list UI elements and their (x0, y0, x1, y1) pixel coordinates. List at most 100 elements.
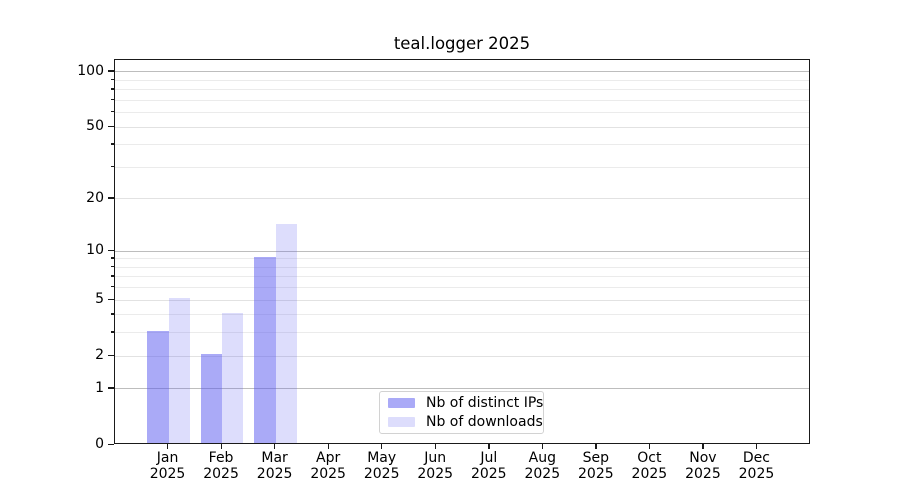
bar-distinct-ips-mar (254, 256, 276, 443)
y-tick (108, 354, 114, 356)
x-tick (327, 444, 329, 449)
legend-label-downloads: Nb of downloads (426, 414, 543, 430)
year-label: 2025 (524, 465, 561, 482)
month-label: May (367, 450, 397, 466)
y-gridline-minor (115, 258, 809, 260)
legend-item-downloads: Nb of downloads (388, 414, 543, 430)
y-gridline (115, 198, 809, 200)
y-minor-tick (111, 165, 114, 168)
x-tick-label-jun: Jun 2025 (404, 450, 466, 482)
x-tick (541, 444, 544, 449)
month-label: Feb (208, 450, 234, 466)
y-gridline (115, 299, 809, 301)
y-minor-tick (111, 78, 114, 81)
y-gridline-minor (115, 79, 809, 81)
y-gridline-minor (115, 314, 809, 316)
legend-swatch-distinct-ips (388, 398, 415, 408)
x-tick-label-sep: Sep 2025 (565, 450, 627, 482)
x-tick (488, 444, 490, 449)
year-label: 2025 (631, 465, 668, 482)
y-tick-label: 2 (95, 347, 104, 364)
y-tick (108, 125, 114, 127)
year-label: 2025 (685, 465, 721, 482)
y-gridline (115, 126, 809, 128)
x-tick (702, 444, 704, 449)
year-label: 2025 (738, 465, 775, 482)
y-minor-tick (111, 286, 114, 288)
y-tick-label: 0 (95, 436, 104, 452)
y-gridline-minor (115, 112, 809, 114)
y-tick-label: 50 (86, 118, 104, 135)
x-tick (648, 444, 651, 449)
legend-label-distinct-ips: Nb of distinct IPs (426, 395, 544, 411)
y-tick-label: 10 (86, 242, 104, 259)
year-label: 2025 (470, 465, 507, 482)
y-tick-label: 100 (77, 62, 104, 79)
x-tick-label-jul: Jul 2025 (458, 450, 520, 482)
y-tick (108, 70, 114, 72)
y-minor-tick (111, 111, 114, 113)
month-label: Sep (582, 450, 610, 466)
year-label: 2025 (363, 465, 400, 482)
y-gridline-minor (115, 287, 809, 289)
year-label: 2025 (149, 465, 186, 482)
chart-title: teal.logger 2025 (393, 34, 531, 53)
month-label: Nov (689, 450, 717, 466)
x-tick-label-jan: Jan 2025 (137, 450, 199, 482)
x-tick-label-may: May 2025 (351, 450, 413, 482)
legend-item-distinct-ips: Nb of distinct IPs (388, 395, 543, 411)
y-gridline-minor (115, 166, 809, 168)
y-minor-tick (111, 98, 114, 101)
x-tick (595, 444, 597, 449)
y-gridline-minor (115, 89, 809, 91)
y-tick (108, 298, 114, 300)
month-label: Jan (156, 450, 179, 466)
y-gridline-minor (115, 144, 809, 146)
month-label: Apr (316, 450, 341, 466)
y-minor-tick (111, 313, 114, 315)
bar-downloads-jan (168, 298, 190, 443)
x-tick-label-dec: Dec 2025 (725, 450, 787, 482)
y-tick (108, 443, 114, 445)
x-tick-label-aug: Aug 2025 (511, 450, 573, 482)
x-tick-label-apr: Apr 2025 (297, 450, 359, 482)
y-tick-label: 5 (95, 291, 104, 308)
y-gridline-minor (115, 266, 809, 268)
y-tick (108, 249, 114, 251)
plot-area (114, 59, 810, 444)
month-label: Jul (480, 450, 498, 466)
x-tick (167, 444, 169, 449)
y-minor-tick (111, 257, 114, 259)
y-gridline-minor (115, 99, 809, 101)
bar-downloads-mar (275, 224, 298, 443)
y-tick-label: 1 (95, 379, 104, 396)
x-tick-label-mar: Mar 2025 (244, 450, 306, 482)
x-tick-label-feb: Feb 2025 (190, 450, 252, 482)
bar-distinct-ips-feb (200, 354, 223, 443)
y-minor-tick (111, 143, 114, 145)
legend: Nb of distinct IPs Nb of downloads (379, 391, 544, 434)
y-gridline-major (115, 388, 809, 390)
year-label: 2025 (203, 465, 239, 482)
month-label: Mar (261, 450, 288, 466)
year-label: 2025 (256, 465, 293, 482)
y-gridline (115, 355, 809, 357)
y-gridline-minor (115, 332, 809, 334)
month-label: Aug (528, 450, 556, 466)
bar-distinct-ips-jan (147, 330, 169, 443)
y-minor-tick (111, 331, 114, 333)
y-minor-tick (111, 88, 114, 90)
x-tick-label-nov: Nov 2025 (672, 450, 734, 482)
x-tick (434, 444, 437, 449)
x-tick (274, 444, 276, 449)
y-minor-tick (111, 265, 114, 268)
month-label: Jun (424, 450, 447, 466)
x-tick (220, 444, 222, 449)
y-tick-label: 20 (86, 189, 104, 206)
y-tick (108, 197, 114, 199)
year-label: 2025 (310, 465, 346, 482)
y-gridline-major (115, 71, 809, 73)
y-minor-tick (111, 275, 114, 277)
y-tick (108, 387, 114, 389)
